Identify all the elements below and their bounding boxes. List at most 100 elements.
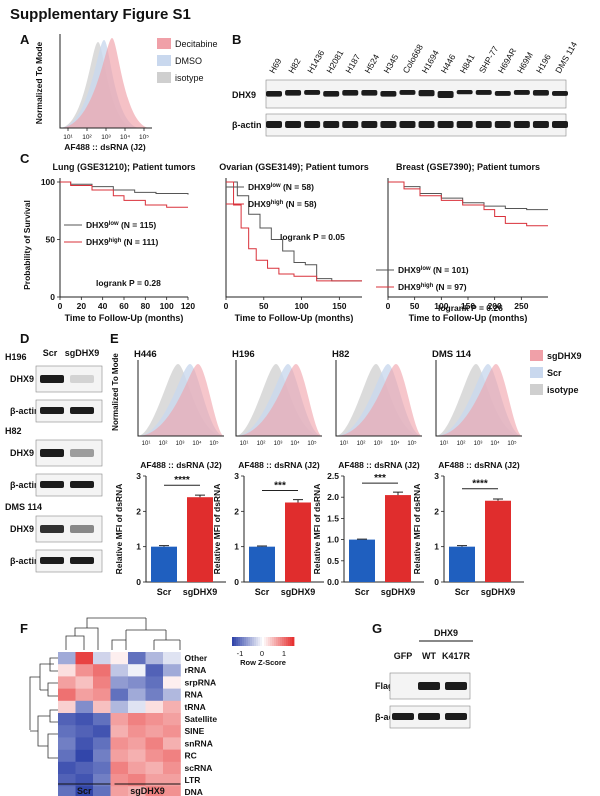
panel-d-header-sgdhx9: sgDHX9 bbox=[65, 348, 100, 358]
panel-g-letter: G bbox=[372, 621, 382, 636]
heatmap-cell bbox=[110, 725, 129, 738]
heatmap-cell bbox=[110, 774, 129, 787]
survival-ytick-label: 0 bbox=[50, 292, 55, 302]
actin-band bbox=[266, 121, 282, 128]
heatmap-cell bbox=[58, 713, 76, 726]
heatmap-row-label: srpRNA bbox=[185, 677, 217, 687]
survival-xtick-label: 40 bbox=[98, 301, 108, 311]
bar-ytick-label: 2 bbox=[434, 506, 439, 516]
heatmap-cell bbox=[163, 761, 181, 775]
heatmap-cell bbox=[75, 749, 94, 763]
survival-curve-high bbox=[60, 181, 188, 208]
heatmap-cell bbox=[163, 749, 181, 763]
scale-step bbox=[274, 637, 277, 646]
heatmap-cell bbox=[110, 786, 129, 796]
bar-category-label: sgDHX9 bbox=[183, 587, 218, 597]
row-dendrogram bbox=[29, 657, 58, 759]
significance-stars: **** bbox=[174, 475, 190, 486]
panel-d-cell-line: H82 bbox=[5, 426, 22, 436]
bar-category-label: Scr bbox=[455, 587, 470, 597]
survival-plot-title: Breast (GSE7390); Patient tumors bbox=[396, 162, 540, 172]
heatmap-cell bbox=[58, 676, 76, 689]
survival-xtick-label: 100 bbox=[160, 301, 174, 311]
histogram-xtick-label: 10¹ bbox=[340, 441, 349, 447]
heatmap-cell bbox=[75, 774, 94, 787]
heatmap-cell bbox=[163, 774, 181, 787]
panel-g-lane-label: WT bbox=[422, 651, 436, 661]
survival-xtick-label: 200 bbox=[488, 301, 502, 311]
histogram-axes bbox=[235, 360, 322, 437]
survival-xtick-label: 60 bbox=[119, 301, 129, 311]
panel-b-lane-label: H82 bbox=[286, 56, 303, 75]
scale-step bbox=[246, 637, 249, 646]
scale-step bbox=[266, 637, 269, 646]
panel-f-letter: F bbox=[20, 621, 28, 636]
panel-e: E Normalized To Mode H446 10¹ 10² 10³ 10⁴ 10⁵… bbox=[110, 331, 582, 597]
survival-plot-xlabel: Time to Follow-Up (months) bbox=[65, 313, 184, 323]
dhx9-band bbox=[266, 91, 282, 97]
heatmap-cell bbox=[110, 652, 129, 665]
heatmap-cell bbox=[163, 688, 181, 702]
heatmap-cell bbox=[58, 664, 76, 677]
survival-plot-xlabel: Time to Follow-Up (months) bbox=[409, 313, 528, 323]
panel-d-blots: H196 DHX9 β-actin H82 DHX9 β-actin DMS 114 DHX9… bbox=[5, 352, 103, 573]
bar-scr bbox=[249, 546, 275, 582]
heatmap-row-label: RNA bbox=[185, 690, 203, 700]
scale-step bbox=[248, 637, 251, 646]
survival-legend-high: DHX9high (N = 111) bbox=[86, 237, 158, 247]
scale-step bbox=[252, 637, 255, 646]
scale-step bbox=[286, 637, 289, 646]
bar-ytick-label: 1.5 bbox=[327, 513, 339, 523]
panel-g-lane-label: K417R bbox=[442, 651, 471, 661]
heatmap-group-scr: Scr bbox=[77, 786, 92, 796]
bar-ytick-label: 0 bbox=[434, 577, 439, 587]
flag-band-k417r bbox=[445, 682, 467, 690]
panel-b-row-actin: β-actin bbox=[232, 120, 262, 130]
panel-a-xtick-label: 10⁵ bbox=[139, 134, 149, 141]
scale-step bbox=[292, 637, 295, 646]
heatmap-cell bbox=[128, 774, 146, 787]
panel-e-legend: sgDHX9 Scr isotype bbox=[530, 350, 582, 395]
panel-d: D Scr sgDHX9 H196 DHX9 β-actin H82 DHX9 β-act… bbox=[5, 331, 103, 573]
histogram-xtick-label: 10³ bbox=[474, 441, 483, 447]
actin-band-3 bbox=[445, 713, 467, 720]
dhx9-band bbox=[323, 91, 340, 97]
panel-d-row-dhx9: DHX9 bbox=[10, 524, 34, 534]
heatmap-cell bbox=[110, 737, 129, 750]
panel-d-row-actin: β-actin bbox=[10, 556, 40, 566]
histogram-xtick-label: 10² bbox=[457, 441, 466, 447]
survival-xtick-label: 100 bbox=[434, 301, 448, 311]
heatmap-cell bbox=[145, 652, 164, 665]
dhx9-band bbox=[552, 91, 568, 96]
scale-tick-label: -1 bbox=[237, 649, 244, 658]
actin-band bbox=[494, 121, 511, 128]
panel-d-actin-blot bbox=[35, 549, 103, 573]
survival-plot-title: Ovarian (GSE3149); Patient tumors bbox=[219, 162, 369, 172]
bar-ytick-label: 2 bbox=[234, 506, 239, 516]
heatmap-cell bbox=[93, 749, 111, 763]
panel-e-letter: E bbox=[110, 331, 119, 346]
heatmap-cell bbox=[145, 737, 164, 750]
sgdhx9-histogram bbox=[138, 364, 224, 436]
panel-a-legend: Decitabine DMSO isotype bbox=[157, 38, 218, 83]
survival-pvalue: logrank P = 0.28 bbox=[96, 278, 161, 288]
survival-xtick-label: 100 bbox=[294, 301, 308, 311]
heatmap-cell bbox=[145, 713, 164, 726]
panel-d-band-sg bbox=[70, 449, 94, 457]
panel-d-band-scr bbox=[40, 375, 64, 383]
panel-b-lane-label: H2081 bbox=[324, 48, 345, 75]
survival-xtick-label: 250 bbox=[514, 301, 528, 311]
dhx9-band bbox=[418, 90, 435, 97]
panel-b-lane-label: H524 bbox=[362, 52, 381, 75]
survival-plot-1: Lung (GSE31210); Patient tumors 0 20 40 60 80… bbox=[41, 162, 196, 323]
scale-step bbox=[288, 637, 291, 646]
panel-a-legend-swatch bbox=[157, 55, 171, 66]
scale-step bbox=[280, 637, 283, 646]
panel-g-group-label: DHX9 bbox=[434, 628, 458, 638]
panel-b-lane-label: H187 bbox=[343, 52, 362, 75]
histogram-xlabel: AF488 :: dsRNA (J2) bbox=[140, 460, 222, 470]
